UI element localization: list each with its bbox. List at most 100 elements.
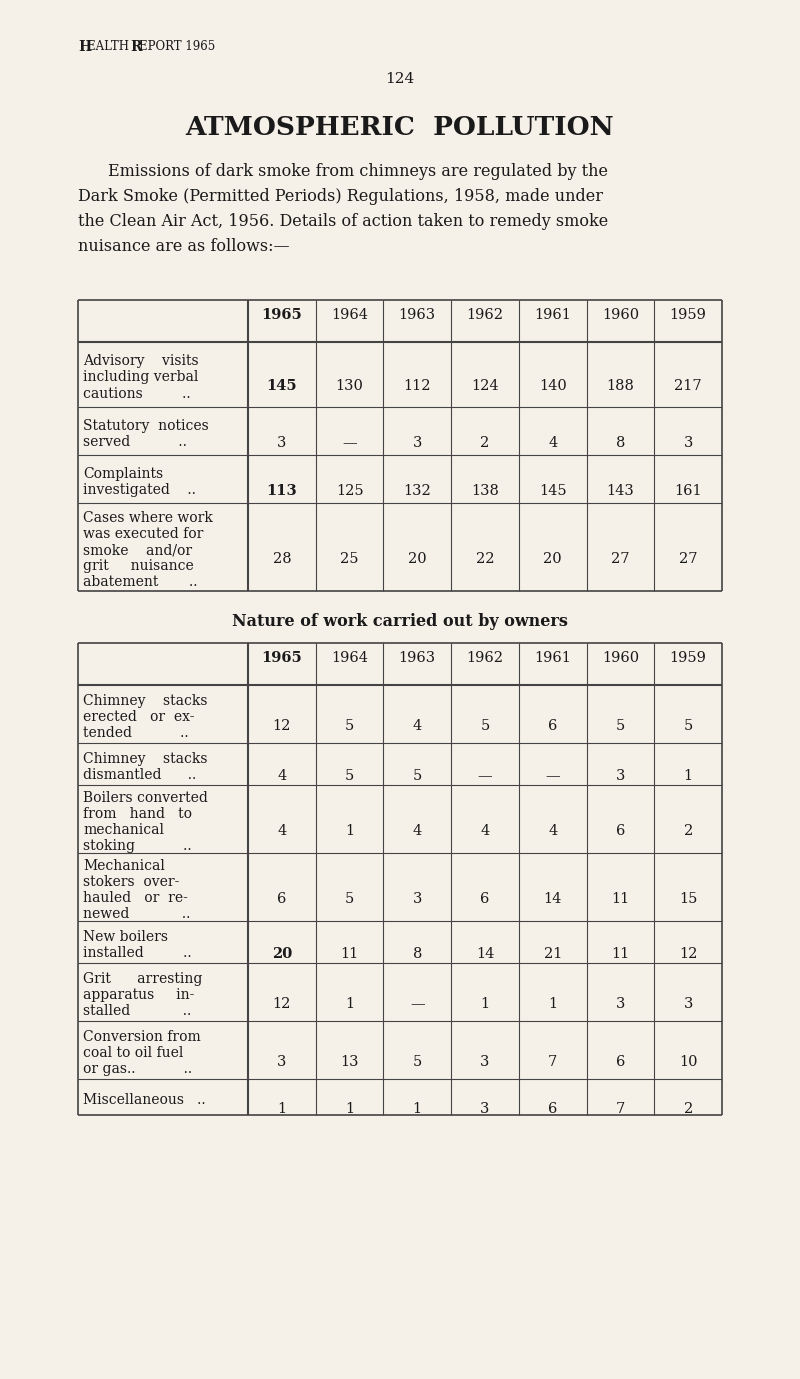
Text: 21: 21 (543, 947, 562, 961)
Text: 1964: 1964 (331, 308, 368, 323)
Text: 6: 6 (277, 892, 286, 906)
Text: 1960: 1960 (602, 651, 639, 665)
Text: 1965: 1965 (262, 651, 302, 665)
Text: smoke    and/or: smoke and/or (83, 543, 192, 557)
Text: Emissions of dark smoke from chimneys are regulated by the: Emissions of dark smoke from chimneys ar… (108, 163, 608, 181)
Text: 161: 161 (674, 484, 702, 498)
Text: 130: 130 (336, 379, 363, 393)
Text: 132: 132 (403, 484, 431, 498)
Text: 4: 4 (548, 436, 558, 450)
Text: newed            ..: newed .. (83, 907, 190, 921)
Text: 8: 8 (616, 436, 625, 450)
Text: 1: 1 (683, 769, 693, 783)
Text: hauled   or  re-: hauled or re- (83, 891, 188, 905)
Text: 143: 143 (606, 484, 634, 498)
Text: 140: 140 (539, 379, 566, 393)
Text: 1964: 1964 (331, 651, 368, 665)
Text: dismantled      ..: dismantled .. (83, 768, 196, 782)
Text: stoking           ..: stoking .. (83, 838, 192, 854)
Text: 1961: 1961 (534, 651, 571, 665)
Text: investigated    ..: investigated .. (83, 483, 196, 496)
Text: Advisory    visits: Advisory visits (83, 354, 198, 368)
Text: 25: 25 (340, 552, 359, 565)
Text: Conversion from: Conversion from (83, 1030, 201, 1044)
Text: 3: 3 (480, 1102, 490, 1116)
Text: 5: 5 (616, 718, 625, 734)
Text: 112: 112 (403, 379, 431, 393)
Text: 6: 6 (548, 718, 558, 734)
Text: 1959: 1959 (670, 308, 706, 323)
Text: nuisance are as follows:—: nuisance are as follows:— (78, 239, 290, 255)
Text: 1963: 1963 (398, 651, 436, 665)
Text: 5: 5 (683, 718, 693, 734)
Text: 13: 13 (340, 1055, 359, 1069)
Text: 20: 20 (543, 552, 562, 565)
Text: 3: 3 (616, 997, 625, 1011)
Text: 3: 3 (277, 436, 286, 450)
Text: 4: 4 (413, 718, 422, 734)
Text: Mechanical: Mechanical (83, 859, 165, 873)
Text: 1962: 1962 (466, 308, 503, 323)
Text: EALTH: EALTH (87, 40, 133, 52)
Text: 14: 14 (476, 947, 494, 961)
Text: 1962: 1962 (466, 651, 503, 665)
Text: 5: 5 (345, 892, 354, 906)
Text: 145: 145 (539, 484, 566, 498)
Text: 1: 1 (548, 997, 558, 1011)
Text: 1961: 1961 (534, 308, 571, 323)
Text: abatement       ..: abatement .. (83, 575, 198, 589)
Text: 5: 5 (413, 769, 422, 783)
Text: 6: 6 (548, 1102, 558, 1116)
Text: 7: 7 (548, 1055, 558, 1069)
Text: tended           ..: tended .. (83, 725, 189, 741)
Text: 20: 20 (272, 947, 292, 961)
Text: 124: 124 (386, 72, 414, 85)
Text: installed         ..: installed .. (83, 946, 192, 960)
Text: 1960: 1960 (602, 308, 639, 323)
Text: including verbal: including verbal (83, 371, 198, 385)
Text: Chimney    stacks: Chimney stacks (83, 752, 207, 765)
Text: 6: 6 (616, 825, 625, 838)
Text: 113: 113 (266, 484, 297, 498)
Text: 2: 2 (683, 825, 693, 838)
Text: 5: 5 (480, 718, 490, 734)
Text: 1: 1 (345, 1102, 354, 1116)
Text: 11: 11 (341, 947, 358, 961)
Text: 7: 7 (616, 1102, 625, 1116)
Text: apparatus     in-: apparatus in- (83, 987, 194, 1003)
Text: 1: 1 (345, 997, 354, 1011)
Text: 4: 4 (480, 825, 490, 838)
Text: —: — (342, 436, 357, 450)
Text: 125: 125 (336, 484, 363, 498)
Text: served           ..: served .. (83, 434, 187, 450)
Text: —: — (478, 769, 492, 783)
Text: 1: 1 (345, 825, 354, 838)
Text: 11: 11 (611, 892, 630, 906)
Text: ATMOSPHERIC  POLLUTION: ATMOSPHERIC POLLUTION (186, 114, 614, 141)
Text: 138: 138 (471, 484, 499, 498)
Text: 6: 6 (480, 892, 490, 906)
Text: 1: 1 (278, 1102, 286, 1116)
Text: 11: 11 (611, 947, 630, 961)
Text: 12: 12 (679, 947, 698, 961)
Text: grit     nuisance: grit nuisance (83, 558, 194, 574)
Text: stalled            ..: stalled .. (83, 1004, 191, 1018)
Text: 3: 3 (616, 769, 625, 783)
Text: —: — (546, 769, 560, 783)
Text: 2: 2 (683, 1102, 693, 1116)
Text: —: — (410, 997, 425, 1011)
Text: Statutory  notices: Statutory notices (83, 419, 209, 433)
Text: Complaints: Complaints (83, 467, 163, 481)
Text: 22: 22 (476, 552, 494, 565)
Text: 5: 5 (413, 1055, 422, 1069)
Text: 12: 12 (273, 718, 291, 734)
Text: the Clean Air Act, 1956. Details of action taken to remedy smoke: the Clean Air Act, 1956. Details of acti… (78, 212, 608, 230)
Text: erected   or  ex-: erected or ex- (83, 710, 194, 724)
Text: Boilers converted: Boilers converted (83, 792, 208, 805)
Text: 8: 8 (413, 947, 422, 961)
Text: 1: 1 (413, 1102, 422, 1116)
Text: EPORT 1965: EPORT 1965 (139, 40, 215, 52)
Text: 145: 145 (266, 379, 297, 393)
Text: 124: 124 (471, 379, 499, 393)
Text: stokers  over-: stokers over- (83, 876, 179, 889)
